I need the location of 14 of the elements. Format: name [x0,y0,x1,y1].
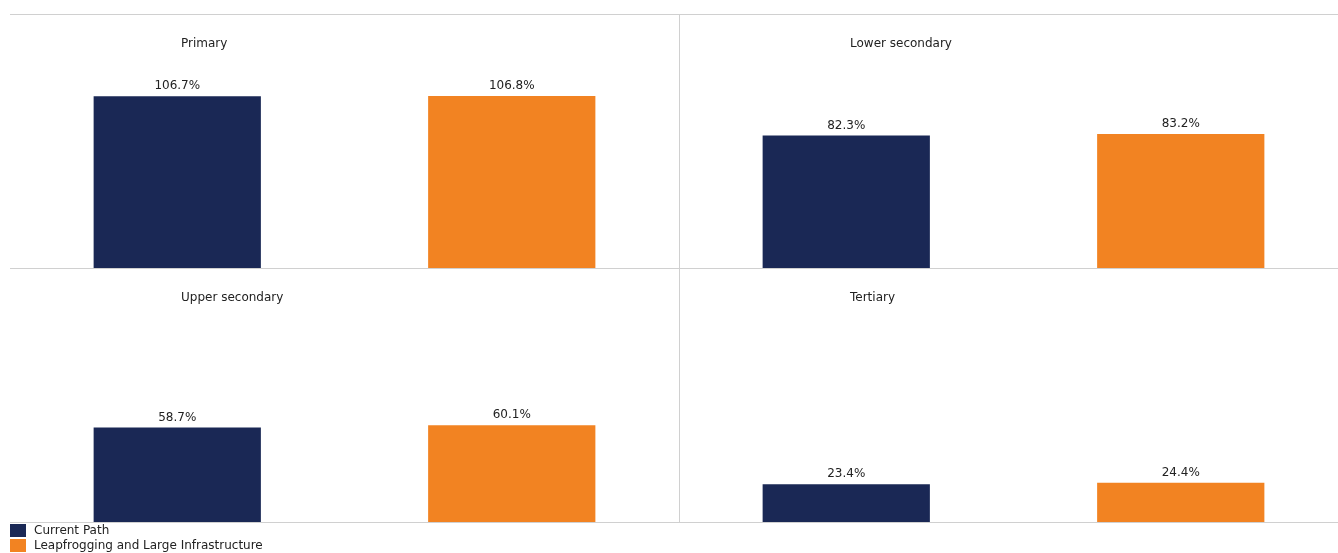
data-label: 82.3% [827,117,866,132]
data-label: 24.4% [1161,464,1200,479]
legend-label: Leapfrogging and Large Infrastructure [34,538,263,553]
chart-title: Primary [181,36,228,51]
data-label: 106.7% [154,78,201,93]
chart-title: Tertiary [849,290,896,305]
data-label: 23.4% [827,466,866,481]
data-label: 83.2% [1161,116,1200,131]
data-label: 106.8% [488,78,535,93]
chart-title: Upper secondary [181,290,284,305]
data-label: 60.1% [492,407,531,422]
data-label: 58.7% [158,409,197,424]
legend-label: Current Path [34,523,110,538]
chart-title: Lower secondary [850,36,952,51]
